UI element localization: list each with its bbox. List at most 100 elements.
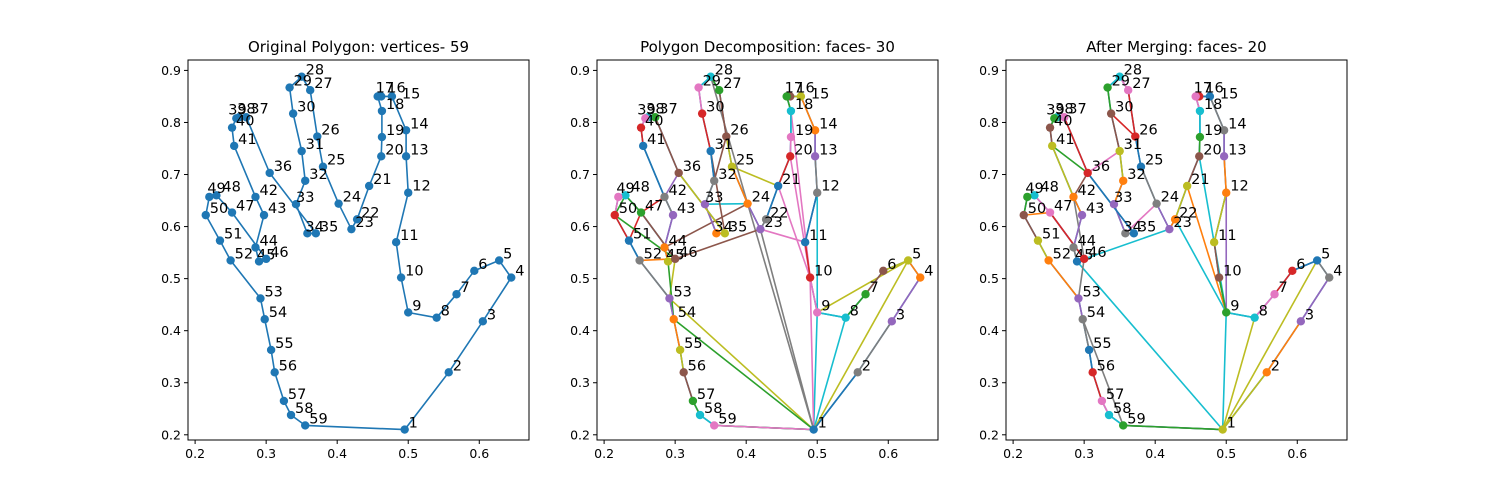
vertex-point [621, 191, 630, 200]
vertex-label: 44 [668, 233, 686, 249]
vertex-label: 15 [1220, 86, 1238, 102]
vertex-point [1195, 132, 1205, 142]
face-edge [746, 203, 815, 430]
vertex-point [1069, 192, 1078, 202]
vertex-point [1097, 396, 1107, 406]
x-tick-label: 0.2 [594, 446, 614, 461]
vertex-label: 48 [1040, 179, 1058, 195]
vertex-label: 9 [821, 298, 830, 314]
face-edge [812, 312, 819, 430]
vertex-point [761, 215, 771, 224]
x-tick-label: 0.3 [256, 446, 276, 461]
vertex-point [1104, 410, 1114, 420]
face-edge [1076, 228, 1170, 263]
vertex-point [297, 146, 306, 156]
vertex-point [1119, 421, 1128, 430]
vertex-label: 38 [237, 101, 255, 117]
vertex-label: 28 [306, 63, 324, 79]
vertex-point [301, 421, 310, 430]
vertex-label: 44 [259, 233, 277, 249]
vertex-point [679, 368, 688, 377]
vertex-label: 22 [361, 205, 379, 221]
vertex-label: 10 [814, 264, 832, 280]
vertex-point [404, 188, 413, 197]
vertex-point [494, 256, 504, 265]
vertex-label: 33 [705, 190, 723, 206]
vertex-label: 12 [821, 179, 839, 195]
face-edge [1221, 312, 1228, 430]
vertex-label: 16 [387, 80, 405, 96]
vertex-label: 6 [887, 257, 896, 273]
vertex-point [254, 257, 264, 266]
vertex-point [887, 317, 897, 326]
x-tick-label: 0.5 [1216, 446, 1236, 461]
face-edge [731, 165, 779, 187]
vertex-label: 49 [616, 181, 634, 197]
face-edge [812, 317, 847, 430]
vertex-label: 36 [274, 159, 292, 175]
vertex-label: 26 [1139, 123, 1157, 139]
vertex-label: 59 [1127, 411, 1145, 427]
vertex-label: 33 [296, 190, 314, 206]
vertex-point [1072, 257, 1082, 266]
vertex-label: 13 [410, 142, 428, 158]
vertex-point [1083, 168, 1092, 178]
vertex-label: 40 [236, 114, 254, 130]
boundary-segment [800, 96, 816, 131]
vertex-label: 18 [795, 97, 813, 113]
face-edge [673, 318, 815, 431]
vertex-label: 48 [631, 179, 649, 195]
vertex-label: 25 [736, 153, 754, 169]
vertex-point [669, 315, 678, 324]
face-edge [1221, 260, 1318, 430]
vertex-label: 32 [1127, 167, 1145, 183]
face-edge [1186, 185, 1227, 313]
boundary-segment [1106, 87, 1112, 114]
vertex-point [663, 257, 673, 266]
polygon-outline [205, 75, 513, 431]
vertex-point [641, 114, 650, 123]
face-edge [759, 228, 815, 430]
boundary-segment [1213, 242, 1220, 278]
x-tick-label: 0.2 [1003, 446, 1023, 461]
vertex-point [291, 199, 301, 209]
vertex-point [377, 106, 387, 116]
boundary-segment [1266, 320, 1302, 373]
boundary-segment [663, 214, 674, 248]
vertex-label: 41 [238, 132, 256, 148]
panel-after-merging: After Merging: faces- 20 0.2 0.3 0.4 0.5 0.6… [979, 38, 1348, 461]
vertex-point [694, 83, 703, 92]
vertex-label: 7 [1279, 280, 1288, 296]
vertex-point [377, 152, 386, 161]
vertex-label: 8 [850, 304, 859, 320]
vertex-point [313, 132, 322, 141]
vertex-label: 47 [1054, 199, 1072, 215]
x-tick-label: 0.2 [185, 446, 205, 461]
vertex-point [720, 229, 730, 238]
panel-title: After Merging: faces- 20 [1086, 38, 1266, 56]
vertex-point [215, 236, 225, 245]
vertex-point [301, 176, 310, 185]
y-tick-label: 0.7 [570, 167, 590, 182]
vertex-point [1121, 229, 1130, 238]
vertex-label: 43 [268, 201, 286, 217]
vertex-point [674, 168, 683, 178]
vertex-label: 51 [1042, 227, 1060, 243]
vertex-label: 42 [668, 183, 686, 199]
boundary-segment [1254, 293, 1276, 319]
vertex-label: 20 [385, 142, 403, 158]
vertex-point [1195, 106, 1205, 116]
vertex-point [1288, 266, 1297, 276]
vertex-point [470, 266, 479, 276]
vertex-label: 55 [684, 336, 702, 352]
vertex-label: 5 [1321, 246, 1330, 262]
axes-frame [187, 59, 530, 441]
vertex-label: 7 [461, 280, 470, 296]
vertex-point [1250, 313, 1259, 322]
boundary-segment [1186, 155, 1200, 187]
boundary-segment [857, 320, 893, 373]
vertex-label: 17 [376, 80, 394, 96]
vertex-point [722, 132, 731, 141]
vertex-label: 32 [718, 167, 736, 183]
boundary-segment [1174, 185, 1188, 220]
